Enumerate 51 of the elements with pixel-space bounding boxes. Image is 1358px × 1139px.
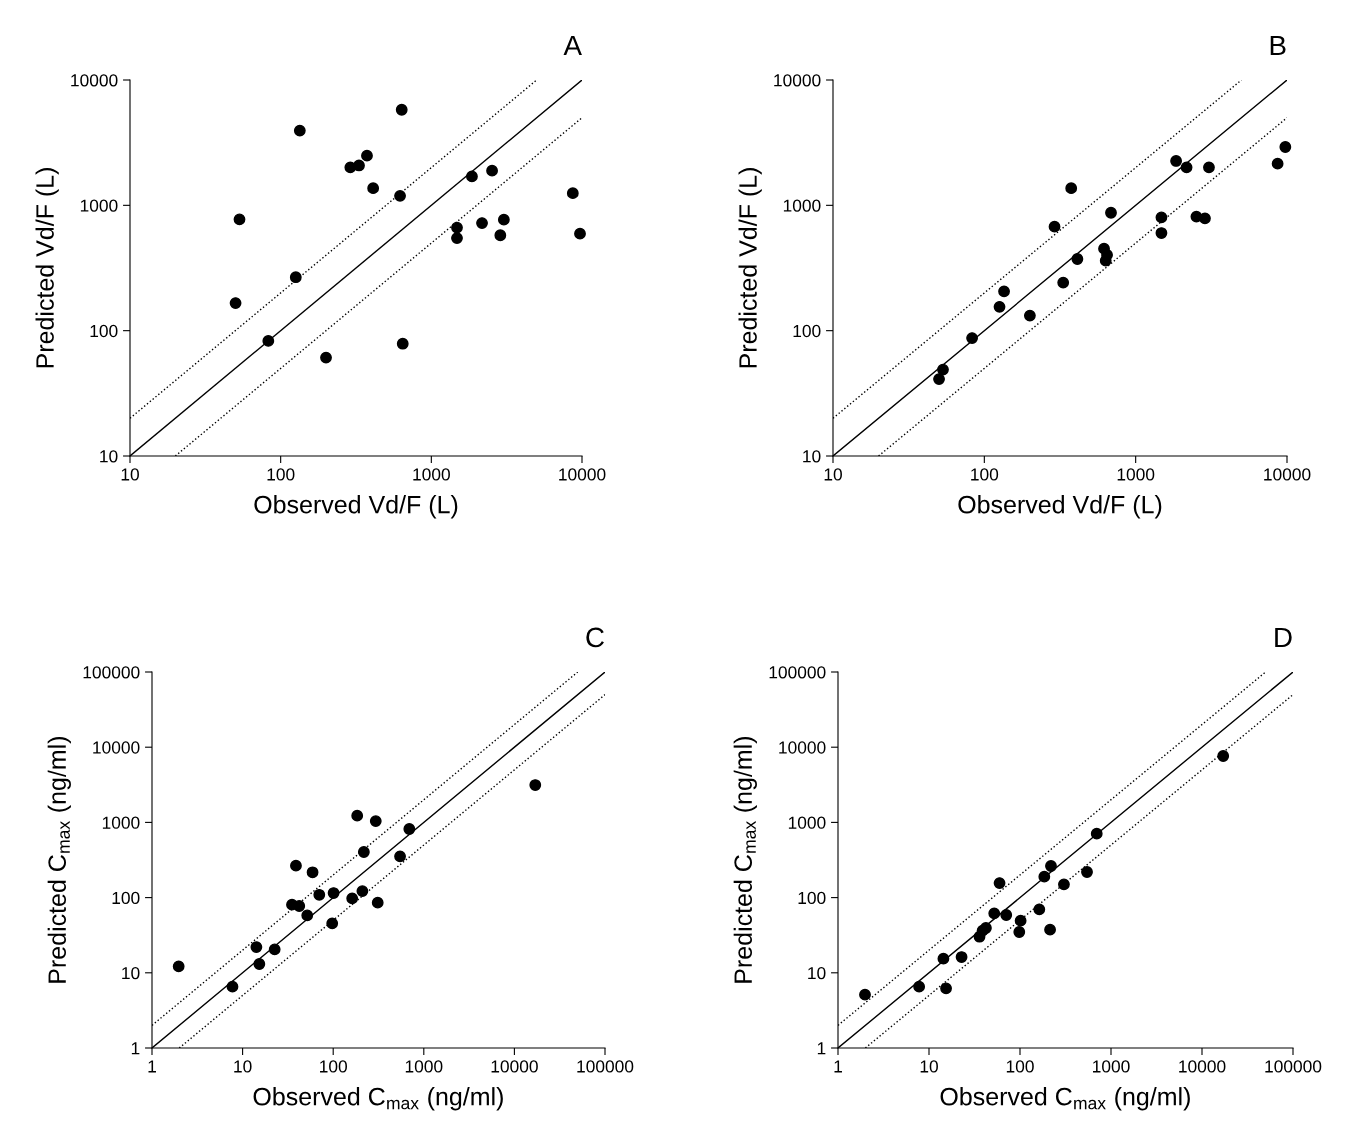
- y-tick-label: 10: [803, 450, 821, 463]
- x-tick-label: 10000: [1264, 468, 1311, 481]
- x-axis-title: Observed Vd/F (L): [254, 495, 458, 519]
- y-tick-label: 1000: [788, 816, 826, 829]
- x-axis-title: Observed C$_{max}$ (ng/ml): [253, 1087, 503, 1111]
- y-tick-label: 100: [90, 324, 118, 338]
- x-tick-label: 10: [920, 1060, 938, 1073]
- y-tick-label: 100: [793, 324, 821, 338]
- x-tick-label: 100: [971, 468, 999, 481]
- y-tick-label: 1000: [102, 816, 140, 829]
- y-tick-label: 10: [808, 966, 826, 980]
- y-tick-label: 10: [122, 966, 140, 980]
- y-tick-label: 100000: [769, 666, 826, 679]
- x-axis-title: Observed Vd/F (L): [958, 495, 1162, 519]
- chart-title: A: [563, 35, 582, 55]
- x-tick-label: 1: [148, 1060, 156, 1073]
- y-tick-label: 100000: [83, 666, 140, 679]
- x-tick-label: 1000: [1117, 468, 1155, 481]
- x-tick-label: 1000: [413, 468, 450, 481]
- y-tick-label: 10000: [774, 74, 821, 87]
- chart-title: D: [1275, 627, 1292, 647]
- y-tick-label: 10000: [71, 74, 118, 87]
- y-tick-label: 10: [100, 450, 118, 463]
- x-tick-label: 10000: [491, 1060, 538, 1073]
- y-tick-label: 1000: [80, 199, 118, 212]
- x-tick-label: 10: [234, 1060, 252, 1073]
- x-tick-label: 1000: [1093, 1060, 1130, 1073]
- x-tick-label: 10000: [559, 468, 606, 481]
- y-tick-label: 100: [112, 891, 140, 905]
- x-tick-label: 10000: [1179, 1060, 1226, 1073]
- x-tick-label: 1: [834, 1060, 842, 1073]
- x-tick-label: 1000: [405, 1060, 443, 1073]
- y-axis-title: Predicted C$_{max}$ (ng/ml): [733, 737, 757, 983]
- y-tick-label: 1: [131, 1042, 140, 1055]
- y-tick-label: 1000: [783, 199, 821, 212]
- x-tick-label: 100000: [577, 1060, 634, 1073]
- x-tick-label: 100: [267, 468, 295, 481]
- y-tick-label: 10000: [779, 741, 826, 754]
- chart-title: B: [1270, 35, 1286, 55]
- y-axis-title: Predicted Vd/F (L): [35, 168, 59, 368]
- y-tick-label: 1: [817, 1042, 826, 1055]
- y-tick-label: 100: [798, 891, 826, 905]
- x-tick-label: 100000: [1265, 1060, 1322, 1073]
- x-axis-title: Observed C$_{max}$ (ng/ml): [940, 1087, 1190, 1111]
- x-tick-label: 100: [1006, 1060, 1034, 1073]
- chart-title: C: [586, 627, 604, 648]
- y-tick-label: 10000: [93, 741, 140, 754]
- x-tick-label: 10: [824, 468, 842, 481]
- y-axis-title: Predicted C$_{max}$ (ng/ml): [47, 737, 71, 983]
- x-tick-label: 100: [320, 1060, 348, 1073]
- y-axis-title: Predicted Vd/F (L): [738, 168, 762, 368]
